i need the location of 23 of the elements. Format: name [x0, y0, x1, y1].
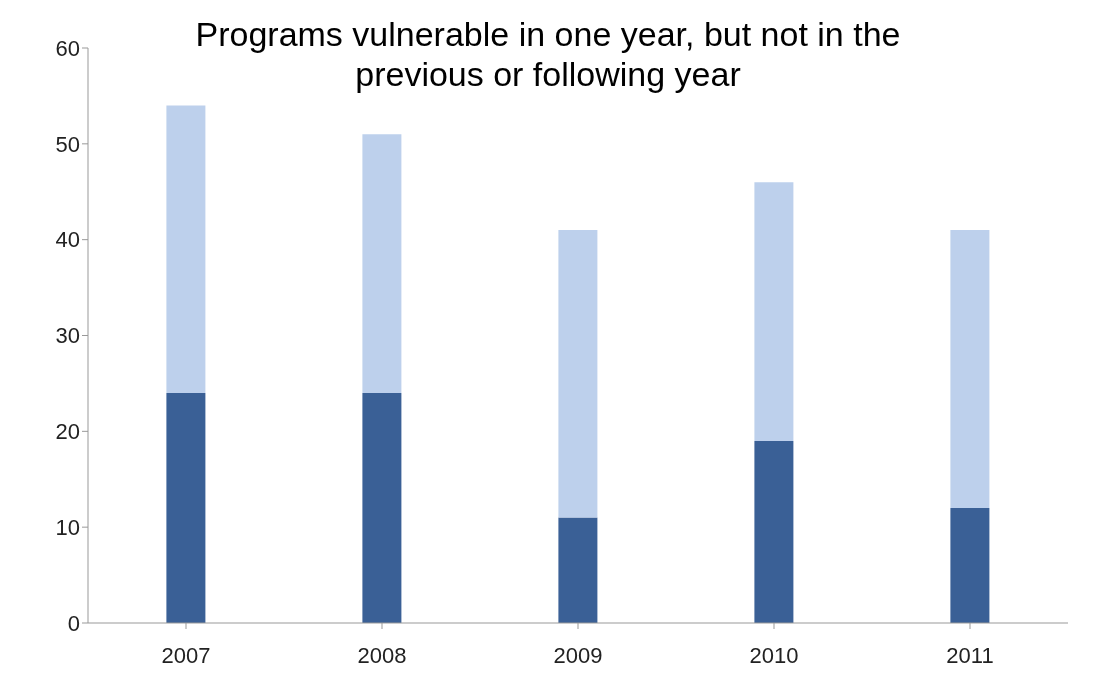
x-tick-label: 2007 [161, 642, 211, 668]
bar [362, 134, 402, 393]
bar [754, 440, 794, 623]
y-tick-label: 30 [55, 323, 80, 349]
bar [754, 182, 794, 441]
bar [558, 230, 598, 518]
y-tick-label: 40 [55, 227, 80, 253]
bar [950, 508, 990, 623]
x-tick-label: 2008 [357, 642, 407, 668]
x-tick-label: 2010 [749, 642, 799, 668]
y-tick-label: 20 [55, 419, 80, 445]
x-tick-label: 2011 [946, 642, 994, 668]
bar [558, 517, 598, 623]
y-tick-label: 60 [55, 35, 80, 61]
x-tick-label: 2009 [553, 642, 603, 668]
bar [166, 105, 206, 393]
chart-title: Programs vulnerable in one year, but not in the previous or following year [194, 14, 902, 94]
bar [950, 230, 990, 508]
y-tick-label: 10 [55, 514, 80, 540]
y-tick-label: 50 [55, 131, 80, 157]
y-tick-label: 0 [67, 610, 80, 636]
bar [166, 393, 206, 623]
bar [362, 393, 402, 623]
